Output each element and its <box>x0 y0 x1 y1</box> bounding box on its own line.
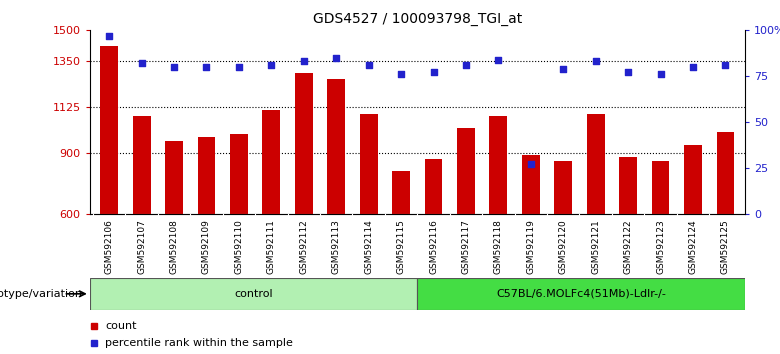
Point <box>719 62 732 68</box>
Text: GSM592124: GSM592124 <box>689 219 697 274</box>
Bar <box>133 116 151 214</box>
Point <box>168 64 180 70</box>
Point <box>492 57 505 62</box>
Point <box>557 66 569 72</box>
Point <box>525 162 537 167</box>
Bar <box>424 159 442 214</box>
Bar <box>555 161 573 214</box>
Point <box>265 62 278 68</box>
Text: GSM592119: GSM592119 <box>526 219 535 274</box>
Bar <box>165 141 183 214</box>
Text: GSM592110: GSM592110 <box>235 219 243 274</box>
Text: GSM592123: GSM592123 <box>656 219 665 274</box>
Point <box>136 61 148 66</box>
Bar <box>90 278 417 310</box>
Bar <box>522 155 540 214</box>
Point <box>459 62 472 68</box>
Bar <box>417 278 745 310</box>
Text: GSM592118: GSM592118 <box>494 219 503 274</box>
Point <box>590 58 602 64</box>
Bar <box>587 114 604 214</box>
Bar <box>262 110 280 214</box>
Point <box>103 33 115 39</box>
Text: GSM592106: GSM592106 <box>105 219 114 274</box>
Bar <box>101 46 118 214</box>
Text: GSM592125: GSM592125 <box>721 219 730 274</box>
Text: GSM592112: GSM592112 <box>300 219 308 274</box>
Bar <box>684 145 702 214</box>
Text: GSM592117: GSM592117 <box>462 219 470 274</box>
Text: genotype/variation: genotype/variation <box>0 289 82 299</box>
Title: GDS4527 / 100093798_TGI_at: GDS4527 / 100093798_TGI_at <box>313 12 522 26</box>
Point <box>622 70 634 75</box>
Text: GSM592111: GSM592111 <box>267 219 276 274</box>
Text: count: count <box>105 321 136 331</box>
Text: GSM592114: GSM592114 <box>364 219 373 274</box>
Bar <box>360 114 378 214</box>
Text: GSM592116: GSM592116 <box>429 219 438 274</box>
Bar <box>328 79 345 214</box>
Text: GSM592121: GSM592121 <box>591 219 600 274</box>
Text: GSM592122: GSM592122 <box>624 219 633 274</box>
Point <box>654 72 667 77</box>
Point <box>297 58 310 64</box>
Bar <box>197 137 215 214</box>
Point <box>200 64 213 70</box>
Text: GSM592115: GSM592115 <box>396 219 406 274</box>
Point <box>395 72 407 77</box>
Bar <box>457 128 475 214</box>
Bar <box>619 157 637 214</box>
Bar <box>651 161 669 214</box>
Text: GSM592120: GSM592120 <box>558 219 568 274</box>
Point <box>427 70 440 75</box>
Point <box>363 62 375 68</box>
Point <box>330 55 342 61</box>
Bar <box>295 73 313 214</box>
Text: control: control <box>234 289 273 299</box>
Text: GSM592107: GSM592107 <box>137 219 146 274</box>
Text: GSM592113: GSM592113 <box>332 219 341 274</box>
Text: GSM592108: GSM592108 <box>169 219 179 274</box>
Text: percentile rank within the sample: percentile rank within the sample <box>105 338 293 348</box>
Bar <box>490 116 507 214</box>
Text: GSM592109: GSM592109 <box>202 219 211 274</box>
Point <box>686 64 699 70</box>
Bar <box>392 171 410 214</box>
Point <box>232 64 245 70</box>
Bar <box>717 132 734 214</box>
Bar <box>230 135 248 214</box>
Text: C57BL/6.MOLFc4(51Mb)-Ldlr-/-: C57BL/6.MOLFc4(51Mb)-Ldlr-/- <box>496 289 666 299</box>
